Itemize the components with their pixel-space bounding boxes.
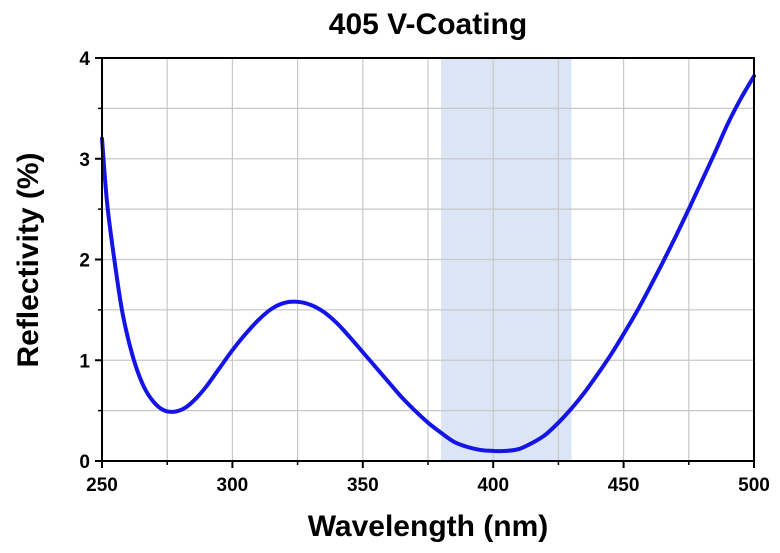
y-tick-label: 0 — [79, 452, 90, 473]
tick-layer — [95, 57, 755, 468]
y-tick-label: 2 — [79, 251, 90, 272]
y-axis-label: Reflectivity (%) — [12, 152, 45, 367]
y-tick-label: 4 — [79, 49, 90, 70]
x-tick-label: 250 — [86, 475, 118, 496]
chart-title: 405 V-Coating — [329, 8, 527, 41]
x-tick-label: 400 — [477, 475, 509, 496]
x-tick-label: 350 — [347, 475, 379, 496]
series-layer — [100, 74, 756, 454]
x-axis-label: Wavelength (nm) — [308, 510, 549, 543]
y-tick-label: 3 — [79, 150, 90, 171]
series-line — [100, 74, 756, 454]
y-tick-label: 1 — [79, 351, 90, 372]
x-tick-labels: 250 300 350 400 450 500 — [86, 475, 770, 496]
x-tick-label: 300 — [217, 475, 249, 496]
x-tick-label: 500 — [738, 475, 770, 496]
grid-layer — [102, 58, 754, 461]
y-tick-labels: 0 1 2 3 4 — [79, 49, 90, 473]
x-tick-label: 450 — [608, 475, 640, 496]
